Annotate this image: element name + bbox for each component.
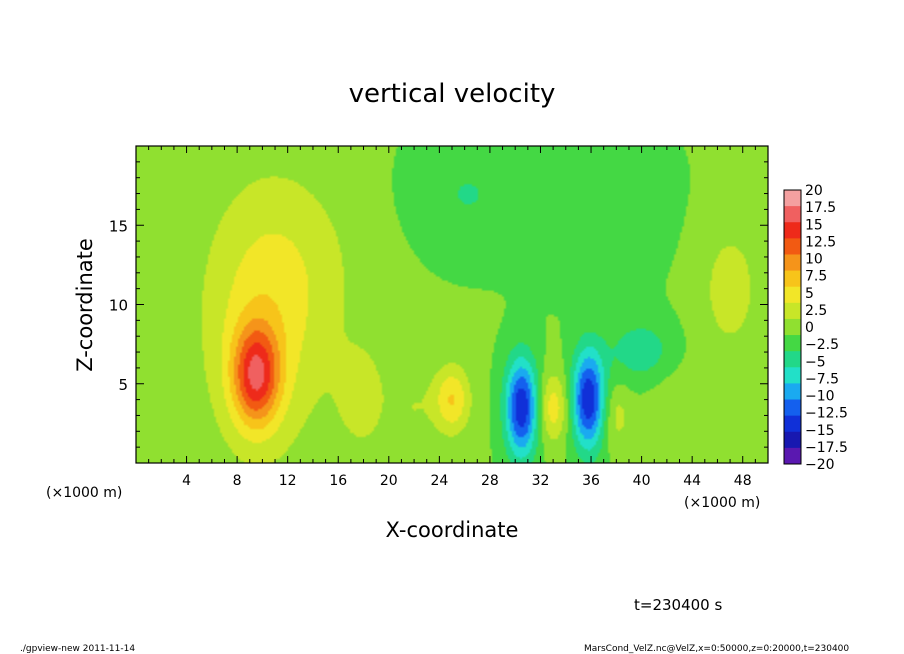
heatmap-field <box>136 146 768 463</box>
x-unit-label-right: (×1000 m) <box>684 495 760 511</box>
colorbar-swatch <box>784 318 801 336</box>
x-tick-label: 36 <box>582 473 600 489</box>
colorbar-frame <box>783 189 802 465</box>
chart-title: vertical velocity <box>349 79 556 109</box>
x-tick-label: 24 <box>430 473 448 489</box>
colorbar-swatch <box>784 367 801 384</box>
colorbar-label: 20 <box>805 183 823 199</box>
x-tick-label: 44 <box>683 473 701 489</box>
y-tick-label: 15 <box>109 217 128 235</box>
x-tick-label: 12 <box>279 473 297 489</box>
colorbar-swatch <box>784 335 801 352</box>
x-axis-label: X-coordinate <box>386 518 519 542</box>
colorbar-swatch <box>784 190 801 207</box>
x-tick-label: 48 <box>734 473 752 489</box>
x-tick-label: 16 <box>329 473 347 489</box>
colorbar-label: −15 <box>805 423 835 439</box>
colorbar-label: 12.5 <box>805 234 836 250</box>
plot-area <box>135 145 769 464</box>
y-axis-label: Z-coordinate <box>73 238 97 372</box>
colorbar-label: 5 <box>805 286 814 302</box>
x-tick-label: 20 <box>380 473 398 489</box>
colorbar-label: −5 <box>805 354 826 370</box>
x-tick-label: 40 <box>633 473 651 489</box>
footer-left: ./gpview-new 2011-11-14 <box>20 644 136 654</box>
colorbar-swatch <box>784 254 801 272</box>
colorbar-label: −12.5 <box>805 406 848 422</box>
x-tick-label: 4 <box>182 473 191 489</box>
x-tick-label: 8 <box>233 473 242 489</box>
colorbar-label: −17.5 <box>805 440 848 456</box>
colorbar-label: −10 <box>805 389 835 405</box>
x-axis-ticks: 4 8 12 16 20 24 28 32 36 40 44 48 <box>148 146 756 489</box>
colorbar-label: 17.5 <box>805 200 836 216</box>
colorbar-label: 7.5 <box>805 269 827 285</box>
colorbar-swatch <box>784 447 801 465</box>
colorbar-swatch <box>784 270 801 288</box>
footer-right: MarsCond_VelZ.nc@VelZ,x=0:50000,z=0:2000… <box>584 644 850 654</box>
colorbar-swatch <box>784 206 801 223</box>
colorbar-swatch <box>784 415 801 433</box>
colorbar-swatch <box>784 302 801 320</box>
colorbar-label: −20 <box>805 457 835 473</box>
colorbar-swatch <box>784 431 801 449</box>
colorbar-swatch <box>784 399 801 417</box>
time-label: t=230400 s <box>634 596 722 614</box>
colorbar-label: 2.5 <box>805 303 827 319</box>
colorbar-label: −2.5 <box>805 337 839 353</box>
colorbar-swatch <box>784 351 801 368</box>
colorbar-swatch <box>784 383 801 401</box>
y-tick-label: 10 <box>109 297 128 315</box>
colorbar-label: 15 <box>805 217 823 233</box>
x-unit-label-left: (×1000 m) <box>46 485 122 501</box>
colorbar-swatch <box>784 286 801 304</box>
y-axis-ticks: 5 10 15 <box>109 161 768 448</box>
colorbar-label: −7.5 <box>805 371 839 387</box>
x-tick-label: 32 <box>532 473 550 489</box>
colorbar-swatch <box>784 222 801 239</box>
x-tick-label: 28 <box>481 473 499 489</box>
colorbar-label: 0 <box>805 320 814 336</box>
colorbar-swatch <box>784 238 801 255</box>
y-tick-label: 5 <box>118 376 128 394</box>
colorbar-label: 10 <box>805 252 823 268</box>
